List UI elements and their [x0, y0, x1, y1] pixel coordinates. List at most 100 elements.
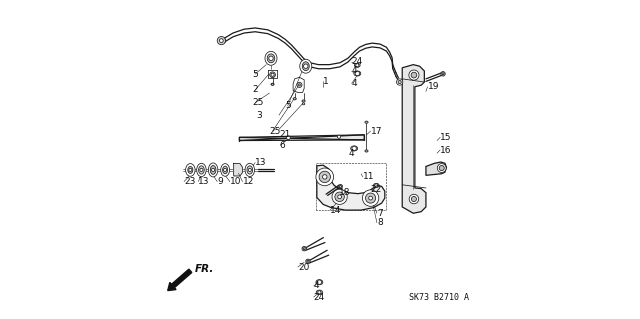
Text: 2: 2 [252, 85, 258, 94]
Circle shape [318, 291, 321, 294]
Text: 25: 25 [269, 127, 281, 136]
FancyArrow shape [168, 269, 192, 291]
Ellipse shape [355, 63, 360, 67]
Polygon shape [239, 135, 364, 141]
Ellipse shape [302, 103, 305, 105]
Ellipse shape [354, 71, 361, 76]
Polygon shape [402, 65, 426, 213]
Text: 3: 3 [257, 111, 262, 120]
Ellipse shape [269, 72, 275, 78]
Ellipse shape [186, 164, 195, 176]
Circle shape [362, 190, 379, 206]
Circle shape [223, 168, 227, 172]
Circle shape [409, 70, 419, 80]
Text: 25: 25 [252, 98, 264, 107]
Text: 17: 17 [371, 127, 382, 136]
Ellipse shape [223, 166, 228, 174]
Text: 24: 24 [351, 57, 363, 66]
Ellipse shape [271, 83, 274, 85]
Circle shape [317, 280, 321, 285]
Circle shape [355, 71, 360, 76]
Ellipse shape [374, 183, 379, 188]
Ellipse shape [265, 51, 277, 65]
Text: 10: 10 [230, 177, 241, 186]
Circle shape [212, 168, 214, 172]
Text: 11: 11 [363, 172, 374, 182]
Circle shape [319, 171, 330, 182]
Text: 18: 18 [339, 188, 351, 197]
Text: SK73 B2710 A: SK73 B2710 A [408, 293, 468, 301]
Ellipse shape [316, 280, 323, 285]
Ellipse shape [211, 166, 216, 174]
Text: 7: 7 [377, 209, 383, 218]
Circle shape [248, 168, 252, 172]
Circle shape [412, 197, 417, 202]
Text: 9: 9 [217, 177, 223, 186]
Circle shape [439, 166, 444, 171]
Ellipse shape [351, 146, 358, 151]
Circle shape [303, 248, 305, 250]
Circle shape [220, 39, 223, 42]
Circle shape [411, 72, 417, 78]
Circle shape [337, 135, 340, 138]
Text: 19: 19 [428, 82, 439, 91]
Ellipse shape [221, 164, 230, 176]
Ellipse shape [188, 167, 193, 174]
Ellipse shape [302, 100, 305, 102]
Text: 15: 15 [440, 133, 452, 142]
Text: 6: 6 [279, 141, 285, 150]
Text: 22: 22 [371, 185, 382, 194]
Text: 4: 4 [351, 79, 357, 88]
Ellipse shape [196, 163, 206, 177]
Text: 5: 5 [252, 70, 258, 78]
Circle shape [365, 193, 376, 203]
Text: 4: 4 [348, 149, 354, 158]
Circle shape [287, 136, 291, 140]
Circle shape [369, 196, 372, 200]
Circle shape [441, 71, 445, 76]
Ellipse shape [245, 163, 255, 177]
Text: 1: 1 [323, 77, 329, 85]
Circle shape [302, 247, 307, 251]
Circle shape [409, 194, 419, 204]
Circle shape [374, 184, 378, 187]
Text: 4: 4 [314, 281, 319, 291]
Circle shape [352, 146, 356, 151]
Circle shape [335, 192, 344, 202]
Text: 24: 24 [314, 293, 325, 301]
Ellipse shape [316, 290, 323, 294]
Circle shape [303, 64, 308, 69]
Circle shape [297, 82, 302, 87]
Text: 5: 5 [285, 101, 291, 110]
Ellipse shape [198, 166, 204, 174]
Circle shape [398, 80, 401, 84]
Circle shape [200, 168, 203, 172]
Polygon shape [426, 162, 447, 175]
Text: 4: 4 [351, 66, 357, 76]
Text: 14: 14 [330, 206, 341, 215]
Circle shape [298, 84, 300, 86]
Text: 13: 13 [198, 177, 210, 186]
Ellipse shape [247, 166, 253, 174]
Circle shape [316, 168, 333, 186]
Polygon shape [317, 165, 385, 210]
Circle shape [271, 83, 273, 85]
Circle shape [397, 79, 403, 85]
Circle shape [340, 185, 342, 187]
Ellipse shape [300, 59, 312, 73]
Circle shape [189, 168, 192, 172]
Text: 8: 8 [377, 218, 383, 227]
Circle shape [307, 260, 309, 262]
Circle shape [269, 56, 273, 61]
Polygon shape [234, 164, 243, 176]
Circle shape [356, 64, 359, 67]
Text: 20: 20 [298, 263, 309, 271]
Circle shape [437, 164, 446, 173]
Ellipse shape [302, 62, 309, 70]
Circle shape [339, 184, 342, 188]
Ellipse shape [365, 121, 368, 123]
Ellipse shape [209, 163, 218, 177]
Circle shape [332, 189, 347, 204]
Text: FR.: FR. [195, 263, 214, 274]
Circle shape [306, 259, 310, 263]
